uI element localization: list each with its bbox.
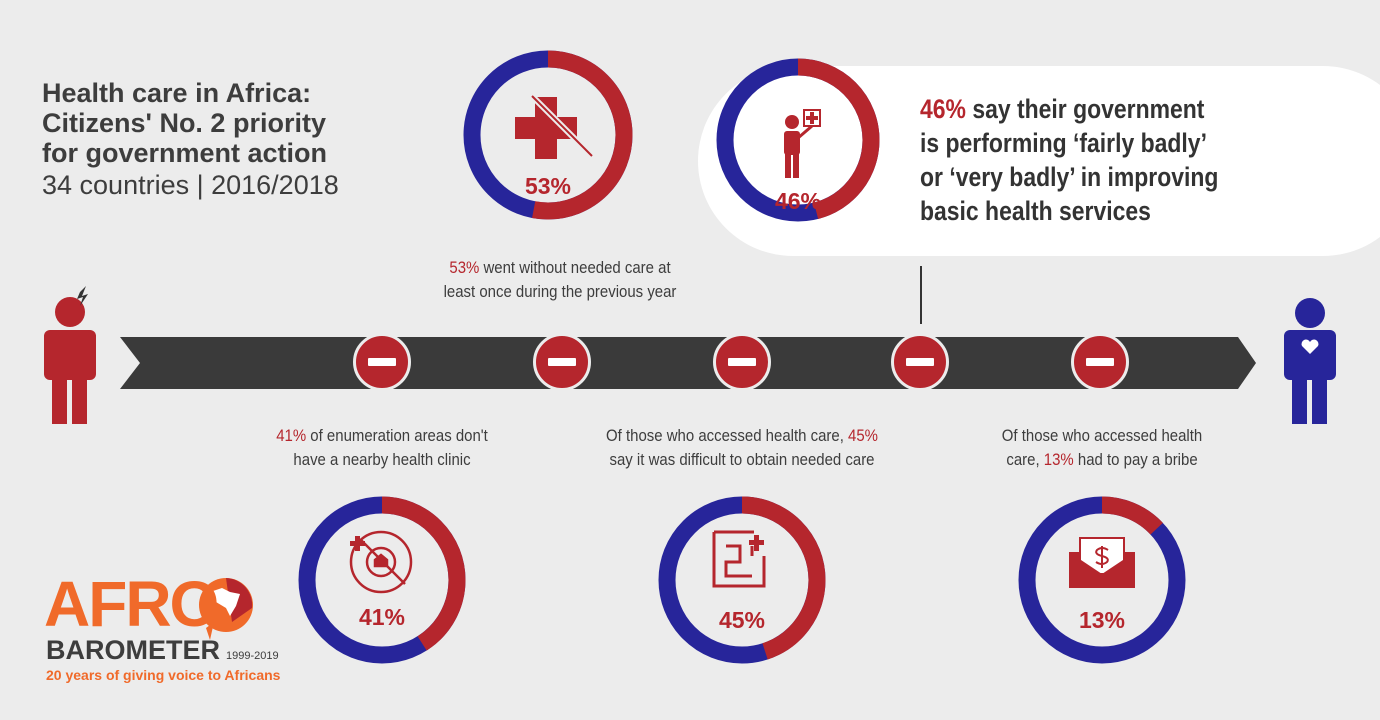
callout-line: basic health services	[920, 196, 1151, 226]
donut-value-arc	[298, 496, 466, 664]
caption-pct: 53%	[449, 258, 480, 277]
caption-line: Of those who accessed health care,	[606, 426, 849, 445]
caption-line: had to pay a bribe	[1073, 450, 1198, 469]
callout-pointer-line	[920, 266, 922, 324]
callout-line: say their government	[965, 94, 1205, 124]
donut-label: 45%	[718, 607, 766, 633]
logo-afro: AFRO	[44, 568, 219, 640]
caption-line: least once during the previous year	[443, 282, 677, 301]
sick-person-icon	[44, 286, 96, 424]
callout-line: is performing ‘fairly badly’	[920, 128, 1207, 158]
caption-line: have a nearby health clinic	[293, 450, 471, 469]
caption-line: Of those who accessed health	[1001, 426, 1203, 445]
callout-line: or ‘very badly’ in improving	[920, 162, 1219, 192]
donut-bribe	[1018, 496, 1186, 664]
negative-marker	[891, 333, 949, 391]
logo-barometer: BAROMETER	[46, 635, 220, 665]
africa-map-logo-icon	[199, 578, 253, 640]
donut-label: 13%	[1078, 607, 1126, 633]
donut-value-arc	[716, 58, 880, 222]
callout-text: 46% say their government is performing ‘…	[920, 92, 1218, 228]
callout-bubble	[698, 66, 1380, 256]
donut-value-arc	[1018, 496, 1186, 664]
caption-line: went without needed care at	[479, 258, 671, 277]
caption-pct: 45%	[848, 426, 878, 445]
donut-no-care	[463, 50, 633, 220]
caption-bribe: Of those who accessed health care, 13% h…	[961, 424, 1243, 472]
donut-gov-performance	[716, 58, 880, 222]
title-line: Citizens' No. 2 priority	[42, 108, 326, 138]
donut-label: 46%	[774, 188, 822, 214]
caption-no-care: 53% went without needed care at least on…	[419, 256, 701, 304]
no-clinic-nearby-icon	[349, 530, 413, 594]
person-with-health-sign-icon	[784, 109, 821, 178]
title-line: for government action	[42, 138, 328, 168]
title-line: Health care in Africa:	[42, 78, 312, 108]
caption-difficult: Of those who accessed health care, 45% s…	[575, 424, 909, 472]
caption-pct: 13%	[1043, 450, 1074, 469]
negative-marker	[1071, 333, 1129, 391]
envelope-money-icon	[1069, 537, 1135, 588]
subtitle: 34 countries | 2016/2018	[42, 170, 339, 200]
callout-pct: 46%	[920, 94, 966, 124]
negative-marker	[533, 333, 591, 391]
donut-label: 41%	[358, 604, 406, 630]
logo-years: 1999-2019	[226, 650, 279, 662]
caption-line: say it was difficult to obtain needed ca…	[609, 450, 875, 469]
caption-no-clinic: 41% of enumeration areas don't have a ne…	[241, 424, 523, 472]
negative-marker	[713, 333, 771, 391]
logo-tagline: 20 years of giving voice to Africans	[46, 667, 281, 683]
caption-line: of enumeration areas don't	[306, 426, 488, 445]
caption-line: care,	[1006, 450, 1044, 469]
donut-value-arc	[658, 496, 826, 664]
donut-difficult-care	[658, 496, 826, 664]
caption-pct: 41%	[276, 426, 307, 445]
page-title: Health care in Africa: Citizens' No. 2 p…	[42, 78, 327, 168]
donut-no-clinic	[298, 496, 466, 664]
donut-label: 53%	[524, 173, 572, 199]
healthy-person-icon	[1284, 298, 1336, 424]
maze-icon	[712, 530, 766, 588]
negative-marker	[353, 333, 411, 391]
donut-value-arc	[463, 50, 633, 220]
crossed-medical-cross-icon	[515, 93, 595, 159]
